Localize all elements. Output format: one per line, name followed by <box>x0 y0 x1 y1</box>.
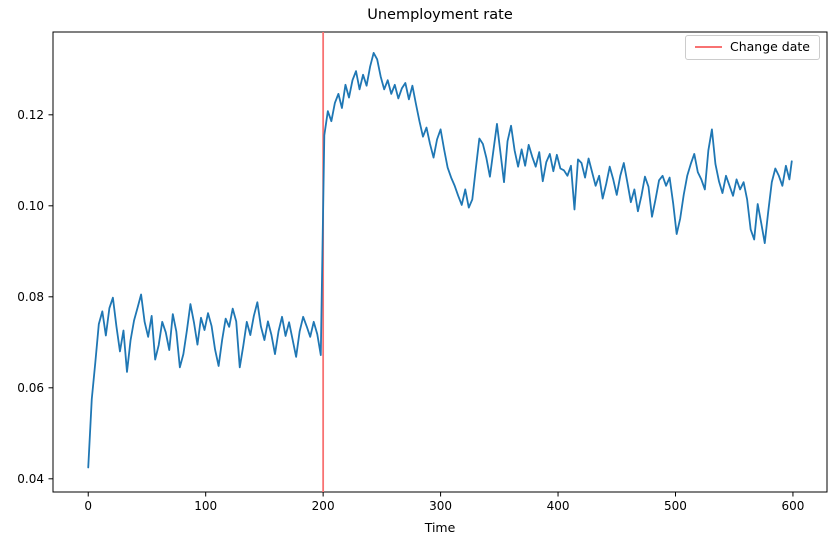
x-tick-label: 100 <box>194 499 217 513</box>
chart-title: Unemployment rate <box>367 7 513 23</box>
legend-label-change-date: Change date <box>729 39 810 54</box>
x-tick-label: 300 <box>429 499 452 513</box>
legend: Change date <box>684 35 820 60</box>
x-tick-label: 200 <box>312 499 335 513</box>
x-tick-label: 600 <box>781 499 804 513</box>
y-tick-label: 0.06 <box>17 381 44 395</box>
x-tick-label: 0 <box>84 499 92 513</box>
x-tick-label: 500 <box>664 499 687 513</box>
y-tick-label: 0.10 <box>17 199 44 213</box>
x-tick-label: 400 <box>547 499 570 513</box>
y-axis-ticks: 0.04 0.06 0.08 0.10 0.12 <box>17 108 53 486</box>
y-tick-label: 0.12 <box>17 108 44 122</box>
x-axis-label: Time <box>424 520 456 535</box>
series-line-unemployment-rate <box>87 52 793 469</box>
axes-frame <box>52 31 828 493</box>
legend-line-swatch-change-date <box>694 46 722 49</box>
y-tick-label: 0.04 <box>17 472 44 486</box>
y-tick-label: 0.08 <box>17 290 44 304</box>
x-axis-ticks: 0 100 200 300 400 500 600 <box>84 492 804 513</box>
